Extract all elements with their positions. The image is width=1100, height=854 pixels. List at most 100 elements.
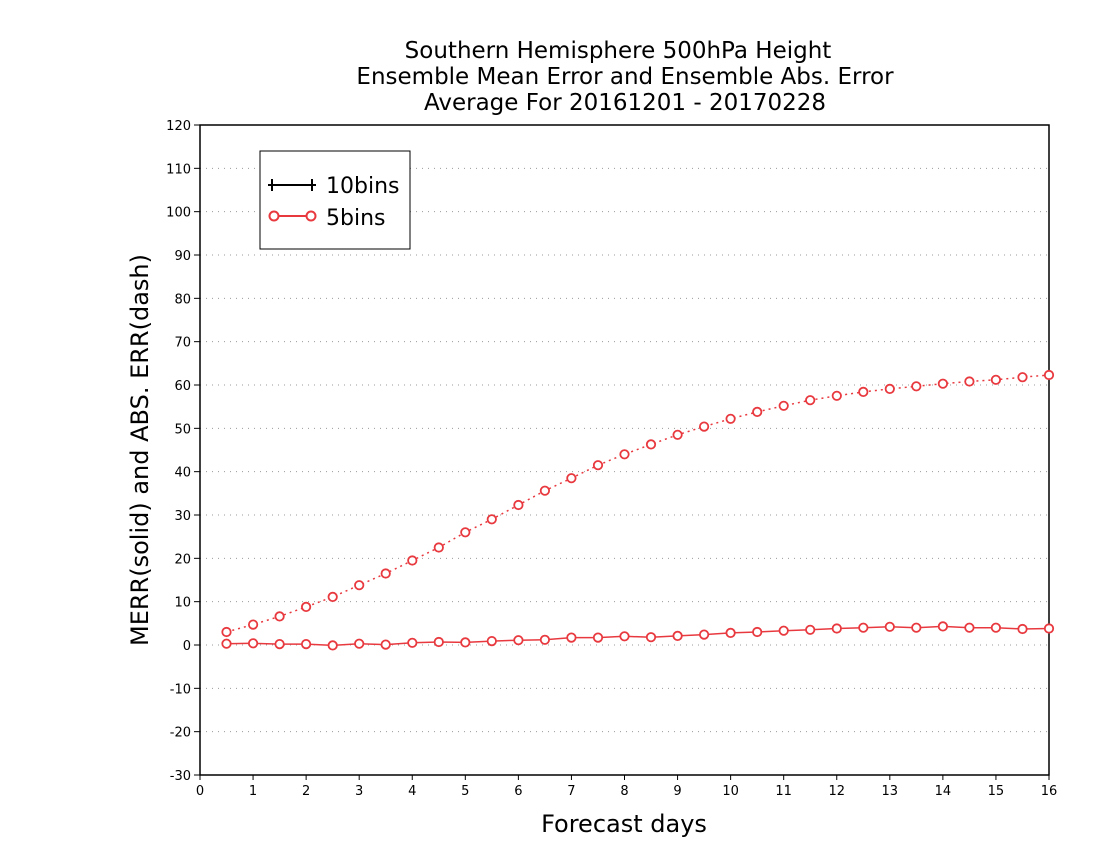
series-5bins-dash <box>221 369 1055 638</box>
legend: 10bins 5bins <box>259 150 411 250</box>
data-point <box>460 527 471 538</box>
chart-title-line-3: Average For 20161201 - 20170228 <box>424 90 826 116</box>
y-tick-label: -20 <box>170 726 191 741</box>
data-point <box>884 621 895 632</box>
data-point <box>805 395 816 406</box>
x-tick-label: 11 <box>775 784 792 799</box>
series-layer <box>221 369 1055 651</box>
data-point <box>778 400 789 411</box>
legend-box <box>259 150 411 250</box>
data-point <box>1017 372 1028 383</box>
data-point <box>539 634 551 645</box>
y-tick-label: 30 <box>174 509 191 524</box>
data-point <box>486 514 497 525</box>
y-tick-label: -30 <box>170 769 191 784</box>
y-tick-label: 0 <box>183 639 191 654</box>
data-point <box>698 421 710 432</box>
legend-circle-marker-right <box>305 210 317 222</box>
x-tick-label: 10 <box>722 784 739 799</box>
x-tick-label: 0 <box>196 784 204 799</box>
y-tick-label: 70 <box>174 336 191 351</box>
data-point <box>380 568 391 579</box>
x-tick-label: 3 <box>355 784 363 799</box>
data-point <box>725 413 736 424</box>
x-tick-label: 8 <box>620 784 628 799</box>
x-tick-label: 13 <box>882 784 899 799</box>
data-point <box>990 374 1002 385</box>
data-point <box>911 381 922 392</box>
data-point <box>433 636 444 648</box>
series-5bins-solid <box>221 621 1055 651</box>
data-point <box>698 629 710 640</box>
legend-circle-marker-left <box>268 210 280 222</box>
data-point <box>300 638 312 650</box>
x-tick-label: 15 <box>988 784 1005 799</box>
x-tick-label: 2 <box>302 784 310 799</box>
data-point <box>221 638 232 649</box>
data-point <box>513 499 524 511</box>
data-point <box>937 621 949 632</box>
data-point <box>300 601 312 613</box>
y-tick-label: 120 <box>166 119 191 134</box>
data-point <box>380 639 391 650</box>
data-point <box>884 383 895 394</box>
data-point <box>327 591 338 603</box>
chart-title-line-1: Southern Hemisphere 500hPa Height <box>405 38 832 64</box>
data-point <box>672 429 683 440</box>
data-point <box>645 632 657 643</box>
x-tick-label: 5 <box>461 784 469 799</box>
y-tick-label: 20 <box>174 552 191 567</box>
data-point <box>937 378 949 389</box>
data-point <box>619 449 630 460</box>
series-line-solid <box>226 625 1050 647</box>
x-tick-label: 12 <box>828 784 845 799</box>
data-point <box>486 635 497 647</box>
data-point <box>805 624 816 635</box>
data-point <box>831 390 842 401</box>
y-tick-label: 80 <box>174 292 191 307</box>
y-tick-label: 100 <box>166 206 191 221</box>
data-point <box>1017 623 1028 635</box>
x-tick-label: 1 <box>249 784 257 799</box>
data-point <box>752 406 763 417</box>
legend-label-5bins: 5bins <box>326 206 385 231</box>
data-point <box>1043 369 1055 381</box>
chart-title-line-2: Ensemble Mean Error and Ensemble Abs. Er… <box>356 64 894 90</box>
data-point <box>221 626 232 638</box>
data-point <box>248 638 259 649</box>
data-point <box>592 632 604 643</box>
y-tick-label: 50 <box>174 422 191 437</box>
y-axis-title: MERR(solid) and ABS. ERR(dash) <box>126 254 154 646</box>
data-point <box>725 627 736 639</box>
data-point <box>407 555 418 566</box>
data-point <box>858 622 869 633</box>
data-point <box>619 631 630 642</box>
data-point <box>539 485 551 496</box>
legend-item-5bins: 5bins <box>268 206 385 231</box>
data-point <box>1043 623 1055 634</box>
legend-label-10bins: 10bins <box>326 174 399 199</box>
data-point <box>831 623 842 634</box>
x-tick-label: 4 <box>408 784 416 799</box>
data-point <box>460 637 471 648</box>
series-line-dash <box>226 374 1050 633</box>
data-point <box>354 580 365 591</box>
data-point <box>752 626 763 638</box>
data-point <box>672 630 683 642</box>
y-tick-label: 60 <box>174 379 191 394</box>
data-point <box>433 542 444 553</box>
y-tick-label: 40 <box>174 466 191 481</box>
data-point <box>592 460 604 471</box>
data-point <box>327 640 338 651</box>
data-point <box>645 439 657 450</box>
data-point <box>248 619 259 630</box>
legend-item-10bins: 10bins <box>268 174 399 199</box>
data-point <box>274 638 285 650</box>
data-point <box>566 473 577 484</box>
x-tick-label: 9 <box>673 784 681 799</box>
data-point <box>274 611 285 622</box>
x-tick-label: 7 <box>567 784 575 799</box>
y-tick-label: 110 <box>166 162 191 177</box>
